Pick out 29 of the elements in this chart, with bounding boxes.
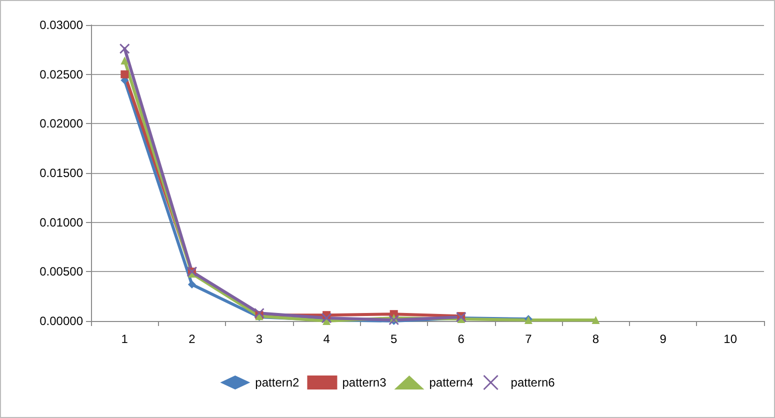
x-tick-label: 7 [525,332,532,346]
x-tick-label: 5 [390,332,398,346]
x-tick-label: 1 [121,332,128,346]
point [388,314,400,326]
y-tick-label: 0.02000 [40,116,84,131]
legend-label: pattern2 [255,376,300,390]
point [592,316,600,324]
x-tick-label: 2 [188,332,196,346]
y-tick-label: 0.01500 [40,166,84,180]
x-tick-label: 6 [458,332,465,346]
y-tick-label: 0.01000 [40,215,84,230]
y-tick-label: 0.02500 [40,67,84,82]
point [321,312,332,324]
x-tick-label: 9 [660,332,667,346]
point [254,308,264,318]
x-tick-label: 4 [323,332,330,346]
point [120,70,129,78]
legend-label: pattern3 [342,376,387,390]
x-tick-label: 3 [256,332,263,346]
y-tick-label: 0.03000 [40,18,84,32]
point [119,43,130,54]
y-tick-label: 0.00500 [40,264,84,279]
legend-label: pattern6 [510,376,556,390]
y-tick-label: 0.00000 [40,314,84,328]
x-tick-label: 8 [592,332,600,346]
x-tick-label: 10 [724,332,738,346]
legend-label: pattern4 [429,376,474,390]
point [120,56,129,65]
point [188,280,196,288]
